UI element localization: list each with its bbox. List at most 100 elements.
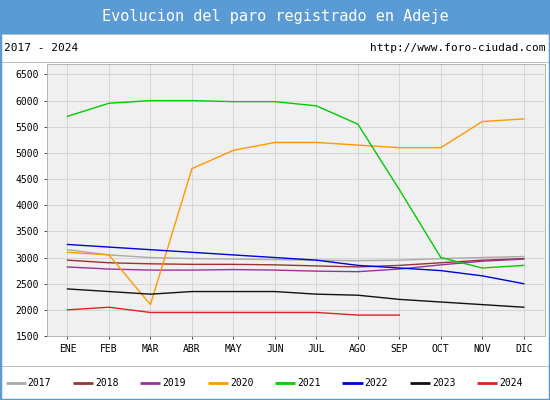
- 2023: [147, 292, 154, 296]
- 2021: [479, 266, 486, 270]
- 2020: [520, 116, 527, 121]
- 2023: [106, 289, 112, 294]
- Text: http://www.foro-ciudad.com: http://www.foro-ciudad.com: [370, 43, 546, 53]
- 2018: [313, 264, 320, 268]
- 2019: [313, 269, 320, 274]
- 2021: [64, 114, 71, 119]
- 2024: [272, 310, 278, 315]
- 2017: [106, 252, 112, 257]
- 2024: [355, 313, 361, 318]
- Line: 2023: 2023: [68, 289, 524, 307]
- 2023: [520, 305, 527, 310]
- 2017: [437, 256, 444, 261]
- 2017: [479, 255, 486, 260]
- 2020: [230, 148, 236, 153]
- 2023: [64, 286, 71, 291]
- 2018: [396, 263, 403, 268]
- 2020: [313, 140, 320, 145]
- 2020: [479, 119, 486, 124]
- 2022: [313, 258, 320, 262]
- 2024: [147, 310, 154, 315]
- 2020: [355, 143, 361, 148]
- 2024: [396, 313, 403, 318]
- 2021: [106, 101, 112, 106]
- 2019: [64, 264, 71, 269]
- 2018: [437, 260, 444, 265]
- 2024: [189, 310, 195, 315]
- 2023: [479, 302, 486, 307]
- Text: 2018: 2018: [95, 378, 119, 388]
- 2020: [189, 166, 195, 171]
- 2019: [355, 269, 361, 274]
- 2021: [396, 187, 403, 192]
- 2020: [147, 302, 154, 307]
- 2018: [147, 262, 154, 266]
- 2018: [64, 258, 71, 262]
- 2022: [396, 266, 403, 270]
- 2021: [147, 98, 154, 103]
- 2022: [147, 247, 154, 252]
- 2021: [520, 263, 527, 268]
- 2019: [520, 257, 527, 262]
- 2023: [437, 300, 444, 304]
- 2017: [64, 247, 71, 252]
- 2019: [396, 267, 403, 272]
- Text: 2017 - 2024: 2017 - 2024: [4, 43, 79, 53]
- 2020: [396, 145, 403, 150]
- Text: 2023: 2023: [432, 378, 455, 388]
- 2022: [272, 255, 278, 260]
- 2018: [355, 264, 361, 269]
- 2022: [106, 245, 112, 250]
- 2019: [437, 262, 444, 267]
- 2023: [396, 297, 403, 302]
- 2019: [106, 267, 112, 272]
- 2023: [272, 289, 278, 294]
- 2022: [355, 263, 361, 268]
- 2024: [313, 310, 320, 315]
- 2022: [520, 281, 527, 286]
- 2019: [479, 259, 486, 264]
- 2021: [355, 122, 361, 126]
- 2022: [479, 274, 486, 278]
- 2018: [272, 262, 278, 267]
- Text: 2017: 2017: [28, 378, 51, 388]
- 2023: [189, 289, 195, 294]
- 2017: [313, 258, 320, 262]
- 2021: [313, 104, 320, 108]
- 2021: [189, 98, 195, 103]
- Text: 2020: 2020: [230, 378, 254, 388]
- Text: 2019: 2019: [162, 378, 186, 388]
- 2021: [272, 99, 278, 104]
- 2018: [189, 262, 195, 267]
- 2017: [355, 258, 361, 263]
- 2018: [479, 258, 486, 262]
- 2019: [147, 268, 154, 272]
- 2017: [272, 257, 278, 262]
- Line: 2017: 2017: [68, 250, 524, 261]
- 2019: [230, 267, 236, 272]
- 2024: [106, 305, 112, 310]
- 2023: [355, 293, 361, 298]
- Text: 2022: 2022: [365, 378, 388, 388]
- 2018: [230, 262, 236, 267]
- Line: 2020: 2020: [68, 119, 524, 305]
- 2019: [189, 268, 195, 272]
- 2023: [230, 289, 236, 294]
- 2017: [189, 256, 195, 261]
- 2019: [272, 268, 278, 272]
- Text: Evolucion del paro registrado en Adeje: Evolucion del paro registrado en Adeje: [102, 10, 448, 24]
- Text: 2024: 2024: [499, 378, 523, 388]
- 2022: [437, 268, 444, 273]
- Text: 2021: 2021: [297, 378, 321, 388]
- 2022: [64, 242, 71, 247]
- 2017: [230, 257, 236, 262]
- 2022: [230, 252, 236, 257]
- Line: 2024: 2024: [68, 307, 399, 315]
- 2020: [64, 250, 71, 255]
- 2017: [396, 258, 403, 262]
- Line: 2018: 2018: [68, 258, 524, 267]
- Line: 2019: 2019: [68, 259, 524, 272]
- 2024: [230, 310, 236, 315]
- 2024: [64, 308, 71, 312]
- 2020: [106, 252, 112, 257]
